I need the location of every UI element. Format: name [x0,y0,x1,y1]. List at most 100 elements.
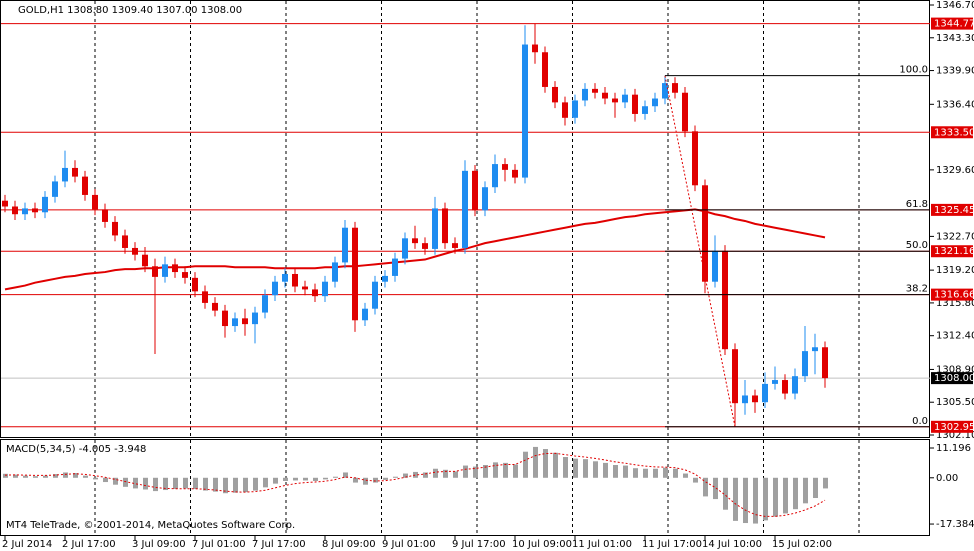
macd-bar [283,477,288,481]
candle-body [542,52,548,87]
level-box [931,420,973,433]
macd-bar [543,449,548,478]
candle-body [742,395,748,404]
macd-bar [203,477,208,491]
fibo-label: 50.0 [906,240,928,251]
candle-body [242,318,248,325]
macd-bar [693,477,698,483]
macd-bar [143,477,148,490]
level-label: 1333.50 [934,127,974,138]
macd-bar [443,469,448,478]
candle-body [822,347,828,379]
macd-bar [593,461,598,478]
candle-body [72,167,78,177]
candle-body [52,181,58,197]
macd-bar [733,477,738,521]
y-tick-label: 1319.20 [936,265,974,276]
macd-bar [783,477,788,514]
macd-bar [453,471,458,478]
candle-body [602,92,608,99]
level-label: 1321.16 [934,246,974,257]
candle-body [672,83,678,93]
candle-body [2,200,8,207]
y-tick-label: 1346.70 [936,0,974,11]
y-tick-label: 1312.40 [936,331,974,342]
macd-bar [93,477,98,480]
candle-body [462,170,468,248]
candle-body [132,247,138,255]
candle-body [402,238,408,259]
candle-body [612,98,618,103]
candle-body [182,272,188,278]
candle-body [312,289,318,297]
candle-body [292,273,298,287]
candle-body [332,262,338,282]
macd-bar [263,477,268,488]
macd-bar [343,472,348,478]
macd-bar [663,467,668,478]
macd-bar [763,477,768,521]
macd-bar [83,475,88,478]
candle-body [152,266,158,277]
macd-bar [503,462,508,478]
x-tick-label: 10 Jul 09:00 [512,539,572,550]
y-tick-label: 11.196 [936,443,971,454]
candle-body [12,206,18,215]
candle-body [322,281,328,297]
candle-body [712,250,718,282]
y-tick-label: 1302.10 [936,430,974,441]
candle-body [662,83,668,99]
macd-bar [713,477,718,500]
macd-bar [433,468,438,478]
main-panel-frame [0,0,930,438]
macd-bar [23,475,28,478]
macd-bar [633,468,638,478]
x-tick-label: 7 Jul 17:00 [252,539,306,550]
macd-bar [103,477,108,483]
candle-body [702,185,708,282]
macd-title: MACD(5,34,5) -4.005 -3.948 [6,444,146,455]
macd-bar [113,477,118,485]
candle-body [442,208,448,244]
x-tick-label: 11 Jul 01:00 [572,539,632,550]
candle-body [202,291,208,303]
candle-body [592,88,598,93]
candle-body [142,254,148,267]
candle-body [802,351,808,377]
fibo-label: 0.0 [912,416,928,427]
macd-bar [233,477,238,493]
macd-bar [563,457,568,478]
level-label: 1325.45 [934,205,974,216]
macd-bar [163,477,168,491]
macd-bar [13,474,18,478]
candle-body [772,380,778,384]
candle-body [82,176,88,195]
x-tick-label: 3 Jul 09:00 [132,539,186,550]
candle-body [492,164,498,188]
level-box [931,126,973,139]
candle-body [42,196,48,213]
price-box [931,372,973,385]
macd-bar [473,466,478,478]
candle-body [102,209,108,222]
candle-body [252,312,258,325]
candle-body [622,94,628,103]
macd-bar [603,462,608,478]
macd-bar [393,476,398,478]
y-tick-label: 1339.90 [936,66,974,77]
x-tick-label: 14 Jul 10:00 [702,539,762,550]
y-tick-label: 1305.50 [936,397,974,408]
chart-title: GOLD,H1 1308.80 1309.40 1307.00 1308.00 [18,5,242,16]
level-box [931,245,973,258]
level-label: 1316.66 [934,290,974,301]
macd-bar [623,465,628,478]
macd-bar [423,472,428,478]
y-tick-label: 1343.30 [936,33,974,44]
candle-body [302,286,308,290]
macd-bar [123,477,128,487]
candle-body [192,277,198,292]
level-box [931,288,973,301]
macd-panel-frame [0,439,930,536]
fibo-label: 38.2 [906,284,928,295]
